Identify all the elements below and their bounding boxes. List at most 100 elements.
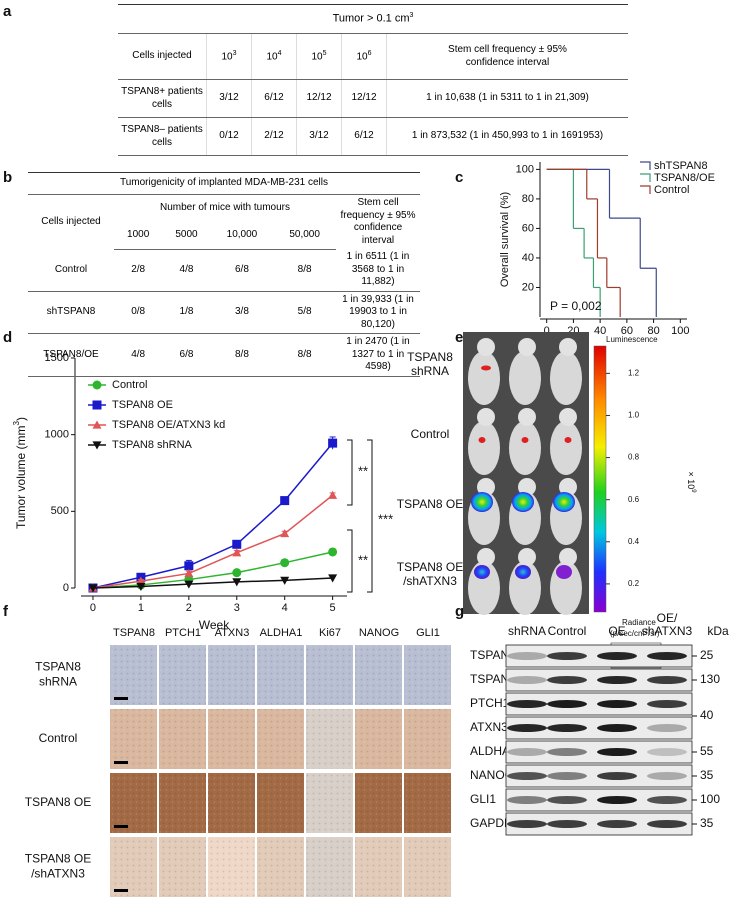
lane-label: OE [608,624,625,638]
legend-marker [92,420,102,429]
mouse-head [559,548,577,566]
band [647,652,687,660]
band [597,820,637,828]
y-tick-label: 40 [522,252,534,264]
band [647,676,687,684]
band [547,676,587,684]
band [547,796,587,804]
marker [280,496,290,506]
table-title: Tumorigenicity of implanted MDA-MB-231 c… [28,172,420,195]
band [547,772,587,780]
table-cell: 3/8 [210,291,274,334]
legend-label: Control [654,184,689,196]
band [647,820,687,828]
lane-label: shATXN3 [642,624,693,638]
table-a: Tumor > 0.1 cm3 Cells injected 103 104 105 10… [118,4,628,156]
band [547,700,587,708]
marker [328,490,338,499]
unit-tail: /sr) [648,629,660,638]
marker [280,558,290,568]
legend-swatch [640,185,651,194]
y-axis-label-tail: ) [14,417,28,421]
legend-swatch [640,161,651,170]
marker [232,578,242,587]
legend-swatch [640,173,651,182]
band [597,748,637,756]
y-tick-label: 1000 [45,429,69,441]
column-exp: 5 [322,49,327,57]
ihc-texture [355,709,402,769]
ihc-texture [355,837,402,897]
panel-label: c [455,169,463,186]
bracket [367,439,373,593]
column-header: Stem cell frequency ± 95% confidence int… [386,33,628,80]
y-tick-label: 80 [522,193,534,205]
scale-text: × 10 [686,471,696,489]
column-base: 10 [266,50,278,62]
table-row: TSPAN8– patients cells 0/12 2/12 3/12 6/12 1 … [118,117,628,156]
mouse-body [509,421,541,475]
column-exp: 6 [367,49,372,57]
x-tick-label: 5 [330,602,336,614]
signal [481,365,491,371]
legend-marker [92,380,102,390]
table-cell: TSPAN8– patients cells [118,117,207,156]
title-sup: 3 [409,11,414,19]
colorbar-tick-label: 0.6 [628,495,640,504]
signal [515,565,531,579]
mouse-head [559,478,577,496]
marker [328,438,338,448]
column-label: Ki67 [319,627,341,639]
ihc-texture [208,837,255,897]
scale-bar [114,697,128,700]
blot-label: ATXN3 [470,720,508,734]
mouse-body [509,351,541,405]
band [647,748,687,756]
mouse-head [477,408,495,426]
column-exp: 3 [232,49,237,57]
row-label: Control [411,427,450,441]
legend-label: TSPAN8 shRNA [112,439,193,451]
y-tick-label: 0 [63,582,69,594]
signal [512,492,534,512]
ihc-texture [208,645,255,705]
column-header: 103 [206,33,252,80]
band [647,772,687,780]
signal [521,437,529,443]
blot-label: GAPDH [470,816,513,830]
table-cell: 6/8 [162,333,211,377]
marker [136,576,146,585]
scale-sup: 9 [690,489,696,493]
table-header-row: 1000 5000 10,000 50,000 [28,221,420,250]
marker-label: 130 [700,672,720,686]
colorbar-scale: × 109 [686,471,697,493]
table-cell: 6/12 [251,79,297,118]
y-tick-label: 100 [516,163,534,175]
marker-label: 100 [700,792,720,806]
y-axis-label-sup: 3 [12,420,21,425]
colorbar [593,345,607,613]
mouse-head [477,548,495,566]
table-title: Tumor > 0.1 cm3 [118,4,628,34]
colorbar-tick-label: 0.4 [628,537,640,546]
ihc-texture [208,773,255,833]
panel-label: g [455,603,464,620]
marker [328,574,338,583]
ihc-texture [110,645,157,705]
significance: ** [358,552,368,567]
x-tick-label: 4 [282,602,288,614]
table-cell: 0/12 [206,117,252,156]
row-label: TSPAN8 OE [25,852,91,866]
table-cell: Control [28,249,114,292]
table-cell: 3/12 [296,117,342,156]
mouse-head [518,408,536,426]
band [597,796,637,804]
legend-label: Control [112,379,147,391]
band [647,796,687,804]
mouse-body [468,351,500,405]
signal [564,437,572,443]
ihc-texture [306,709,353,769]
marker-label: 55 [700,744,714,758]
